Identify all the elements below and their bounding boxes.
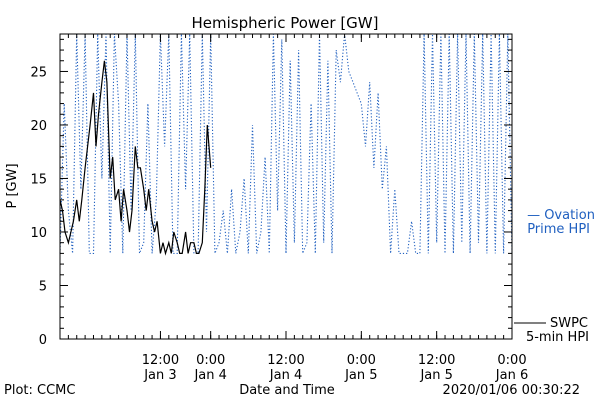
- y-tick-label-5: 5: [39, 279, 47, 294]
- x-tick-date-3: Jan 5: [344, 368, 377, 383]
- x-tick-label-5: 0:00: [497, 353, 526, 368]
- x-tick-label-2: 12:00: [267, 353, 304, 368]
- x-axis-label: Date and Time: [239, 383, 335, 398]
- legend-ovation-line2: Prime HPI: [527, 222, 590, 237]
- chart-title: Hemispheric Power [GW]: [192, 14, 379, 32]
- x-tick-date-2: Jan 4: [269, 368, 302, 383]
- x-tick-label-1: 0:00: [196, 353, 225, 368]
- legend-ovation-line1: — Ovation: [527, 208, 595, 223]
- y-tick-label-25: 25: [30, 65, 47, 80]
- x-tick-label-0: 12:00: [142, 353, 179, 368]
- legend-swpc-line2: 5-min HPI: [526, 330, 589, 345]
- x-tick-date-0: Jan 3: [143, 368, 176, 383]
- y-tick-label-0: 0: [39, 333, 47, 348]
- x-tick-label-3: 0:00: [347, 353, 376, 368]
- plot-area: [59, 33, 513, 256]
- y-tick-label-10: 10: [30, 226, 47, 241]
- series-line-1: [59, 60, 212, 256]
- footer-timestamp: 2020/01/06 00:30:22: [443, 383, 580, 398]
- x-tick-date-4: Jan 5: [419, 368, 452, 383]
- y-axis-label: P [GW]: [5, 163, 20, 208]
- x-tick-date-1: Jan 4: [193, 368, 226, 383]
- legend-swpc-line1: SWPC: [550, 316, 588, 331]
- footer-plot-credit: Plot: CCMC: [4, 383, 75, 398]
- y-tick-label-20: 20: [30, 119, 47, 134]
- y-tick-label-15: 15: [30, 172, 47, 187]
- x-tick-date-5: Jan 6: [495, 368, 528, 383]
- x-tick-label-4: 12:00: [418, 353, 455, 368]
